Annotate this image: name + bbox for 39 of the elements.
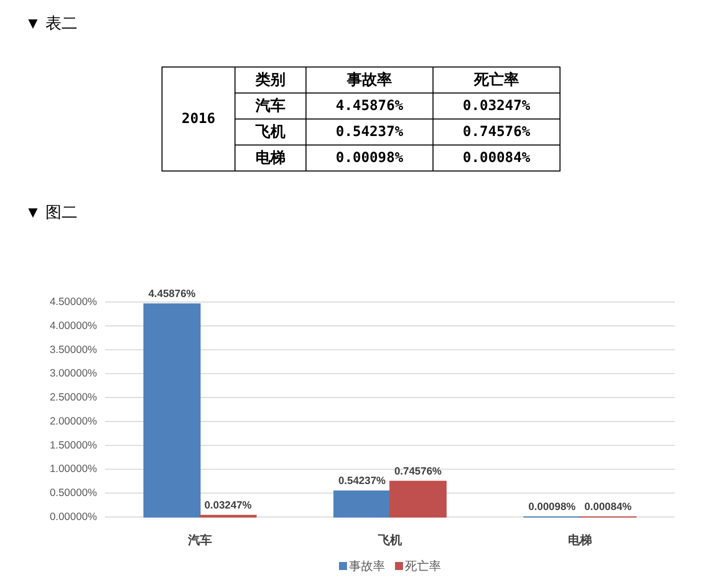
text: 2016 [182, 111, 216, 127]
y-tick-label: 0.00000% [50, 511, 97, 523]
category-label: 电梯 [256, 150, 286, 166]
text: 0.00098% [336, 150, 404, 166]
y-tick-label: 3.00000% [50, 368, 97, 380]
y-tick-label: 2.50000% [50, 392, 97, 404]
text: 0.54237% [336, 124, 404, 140]
data-label: 0.00098% [528, 500, 576, 513]
x-tick-label: 飞机 [377, 533, 402, 547]
chart-title: ▼ 图二 [25, 204, 78, 222]
text: 类别 [254, 72, 286, 88]
data-label: 4.45876% [148, 288, 196, 300]
y-tick-label: 0.50000% [50, 487, 97, 500]
category-label: 飞机 [256, 124, 286, 140]
data-label: 0.00084% [584, 500, 632, 513]
text: ▼ 表二 [25, 14, 78, 32]
y-tick-label: 4.00000% [50, 320, 97, 332]
bar [143, 303, 201, 518]
x-tick-label: 汽车 [187, 533, 212, 547]
y-tick-label: 1.50000% [50, 439, 97, 452]
text: 0.74576% [462, 124, 530, 140]
x-tick-label: 电梯 [568, 533, 592, 547]
text: 0.00084% [462, 150, 530, 166]
y-tick-label: 2.00000% [50, 415, 97, 428]
data-label: 0.54237% [338, 475, 386, 488]
bar [389, 480, 447, 518]
y-tick-label: 4.50000% [50, 296, 97, 308]
legend-label: 死亡率 [405, 559, 441, 573]
data-label: 0.03247% [204, 499, 252, 512]
text: 4.45876% [336, 98, 404, 114]
bar [333, 490, 391, 518]
category-label: 汽车 [256, 98, 286, 114]
data-label: 0.74576% [394, 465, 442, 478]
category-label: 死亡率 [473, 70, 519, 88]
y-tick-label: 3.50000% [50, 344, 97, 356]
text: 0.03247% [462, 98, 530, 114]
legend-label: 事故率 [349, 559, 385, 573]
y-tick-label: 1.00000% [50, 463, 97, 476]
category-label: 事故率 [346, 70, 392, 88]
